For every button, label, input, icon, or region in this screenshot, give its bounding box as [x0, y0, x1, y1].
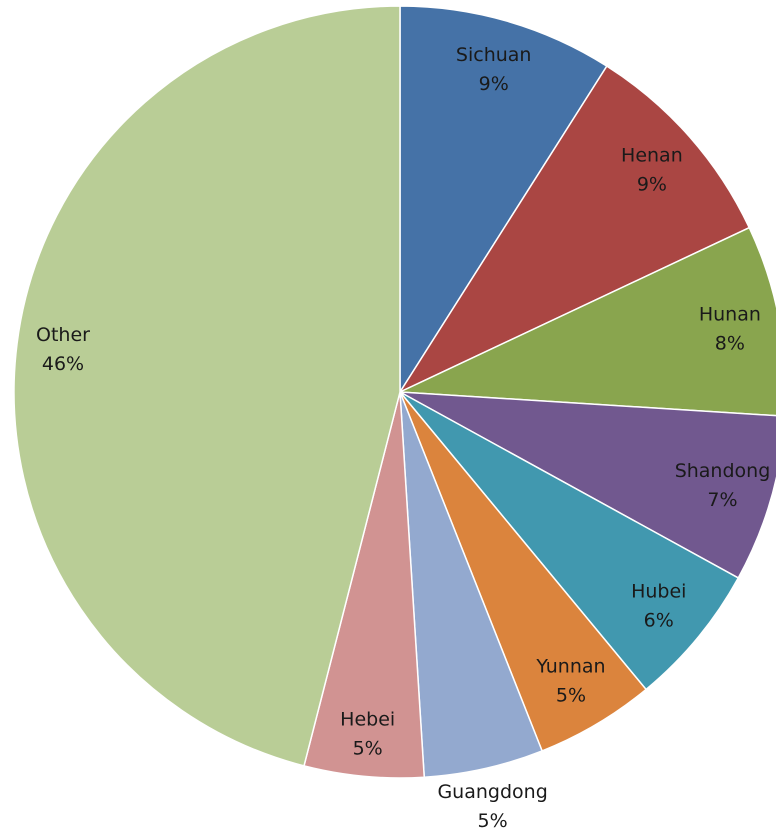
slice-label: Hebei	[340, 709, 395, 731]
slice-label: Hubei	[631, 581, 686, 603]
slice-value: 46%	[42, 353, 84, 375]
pie-slice	[397, 65, 751, 394]
slice-value: 9%	[637, 173, 667, 195]
pie-slice	[399, 226, 776, 417]
pie-slice	[399, 391, 740, 691]
pie-slice	[399, 5, 608, 395]
slice-value: 8%	[715, 333, 745, 355]
slice-label: Guangdong	[437, 781, 547, 803]
slice-label: Shandong	[675, 460, 771, 482]
slice-label: Sichuan	[456, 44, 532, 66]
slice-label: Henan	[621, 144, 683, 166]
slice-label: Yunnan	[535, 656, 605, 678]
slice-label: Hunan	[699, 304, 761, 326]
slice-value: 9%	[479, 73, 509, 95]
pie-slice	[13, 5, 401, 767]
slice-value: 7%	[707, 489, 737, 511]
slice-label: Other	[36, 324, 90, 346]
slice-value: 5%	[556, 685, 586, 707]
slice-value: 5%	[478, 810, 508, 832]
slice-value: 6%	[644, 610, 674, 632]
pie-slice	[399, 391, 776, 579]
slice-value: 5%	[353, 738, 383, 760]
